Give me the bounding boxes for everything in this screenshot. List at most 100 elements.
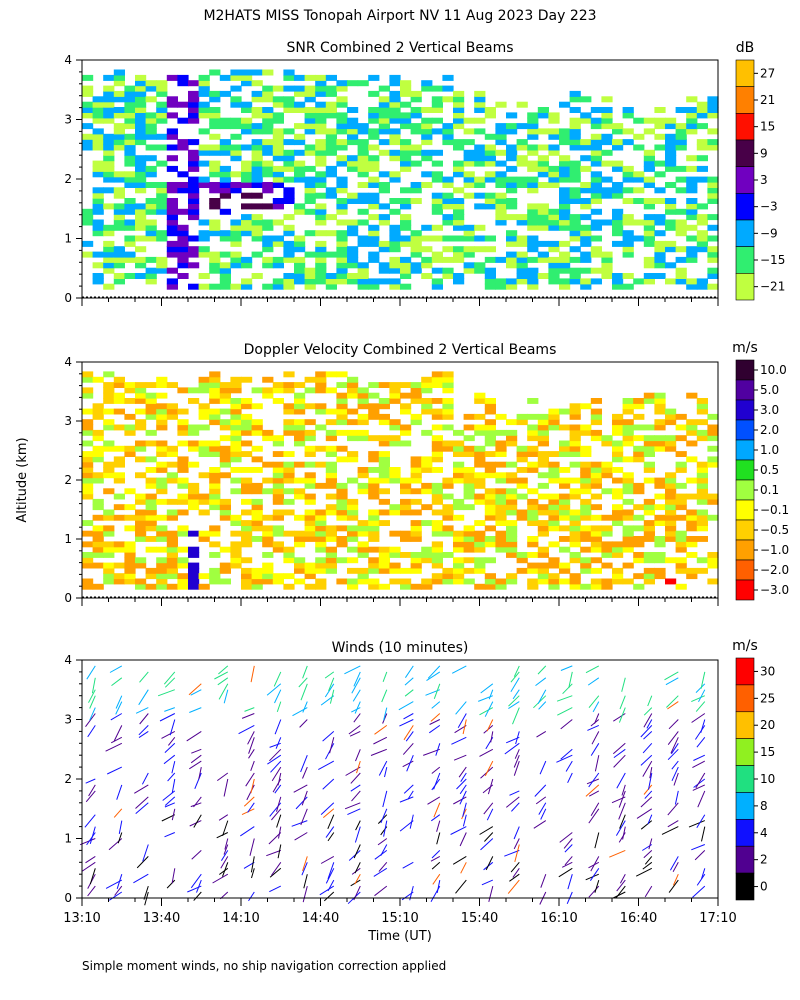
heatmap-cell — [336, 128, 348, 135]
heatmap-cell — [124, 117, 136, 124]
heatmap-cell — [484, 419, 496, 426]
heatmap-cell — [135, 171, 147, 178]
wind-barb — [161, 730, 176, 739]
heatmap-cell — [495, 445, 507, 452]
heatmap-cell — [400, 160, 412, 167]
wind-barb — [347, 808, 361, 816]
heatmap-cell — [654, 440, 666, 447]
heatmap-cell — [484, 573, 496, 580]
heatmap-cell — [686, 107, 698, 113]
heatmap-cell — [569, 224, 581, 231]
heatmap-cell — [675, 536, 687, 542]
wind-barb — [198, 766, 202, 780]
heatmap-cell — [166, 246, 178, 253]
heatmap-cell — [527, 451, 539, 457]
heatmap-cell — [453, 90, 465, 97]
heatmap-cell — [262, 139, 274, 146]
heatmap-cell — [463, 578, 475, 585]
wind-barb — [159, 713, 176, 722]
heatmap-cell — [315, 520, 327, 526]
heatmap-cell — [304, 112, 316, 119]
y-tick-label: 2 — [64, 172, 72, 186]
heatmap-cell — [315, 208, 327, 215]
heatmap-cell — [590, 278, 602, 285]
heatmap-cell — [463, 477, 475, 484]
heatmap-cell — [516, 176, 528, 183]
heatmap-cell — [325, 557, 337, 564]
heatmap-cell — [559, 133, 571, 140]
heatmap-cell — [378, 520, 390, 526]
wind-barb — [538, 802, 547, 815]
wind-barb — [320, 802, 335, 815]
heatmap-cell — [156, 408, 168, 415]
heatmap-cell — [294, 246, 306, 253]
heatmap-cell — [315, 219, 327, 226]
heatmap-cell — [516, 139, 528, 146]
heatmap-cell — [537, 552, 549, 558]
heatmap-cell — [177, 171, 189, 178]
heatmap-cell — [198, 573, 210, 580]
heatmap-cell — [580, 488, 592, 495]
heatmap-cell — [559, 101, 571, 108]
heatmap-cell — [272, 530, 284, 537]
wind-barb — [513, 755, 520, 768]
heatmap-cell — [612, 451, 624, 457]
wind-barb — [245, 772, 255, 787]
heatmap-cell — [82, 107, 94, 113]
heatmap-cell — [294, 176, 306, 183]
heatmap-cell — [166, 413, 178, 420]
heatmap-cell — [484, 246, 496, 253]
heatmap-cell — [474, 155, 486, 162]
heatmap-cell — [421, 85, 433, 92]
wind-barb — [216, 832, 229, 839]
heatmap-cell — [590, 117, 602, 124]
heatmap-cell — [241, 128, 253, 135]
heatmap-cell — [474, 192, 486, 199]
heatmap-cell — [188, 112, 200, 119]
heatmap-cell — [643, 578, 655, 585]
wind-barb — [241, 713, 255, 719]
heatmap-cell — [601, 467, 613, 473]
wind-barb — [89, 868, 96, 885]
heatmap-cell — [527, 520, 539, 526]
heatmap-cell — [92, 376, 104, 383]
heatmap-cell — [166, 451, 178, 457]
heatmap-cell — [135, 424, 147, 431]
heatmap-cell — [368, 546, 380, 553]
heatmap-cell — [113, 546, 125, 553]
wind-barb — [381, 689, 388, 703]
heatmap-cell — [198, 413, 210, 420]
heatmap-cell — [400, 240, 412, 247]
heatmap-cell — [103, 472, 115, 479]
heatmap-cell — [304, 530, 316, 537]
heatmap-cell — [707, 144, 719, 151]
heatmap-cell — [400, 509, 412, 516]
heatmap-cell — [665, 493, 677, 500]
heatmap-cell — [135, 262, 147, 269]
heatmap-cell — [463, 262, 475, 269]
heatmap-cell — [82, 530, 94, 537]
wind-barb — [403, 784, 414, 794]
heatmap-cell — [135, 445, 147, 452]
wind-barb — [135, 802, 149, 814]
heatmap-cell — [601, 123, 613, 130]
heatmap-cell — [325, 472, 337, 479]
wind-barb — [113, 725, 123, 742]
heatmap-cell — [654, 198, 666, 204]
heatmap-cell — [272, 262, 284, 269]
heatmap-cell — [145, 198, 157, 204]
heatmap-cell — [633, 583, 645, 590]
heatmap-cell — [707, 214, 719, 221]
heatmap-cell — [294, 208, 306, 215]
heatmap-cell — [325, 493, 337, 500]
wind-barb — [588, 808, 600, 824]
wind-barb — [613, 754, 626, 768]
heatmap-cell — [548, 273, 560, 279]
heatmap-cell — [103, 514, 115, 521]
heatmap-cell — [686, 187, 698, 194]
wind-barb — [303, 874, 308, 889]
wind-barb — [479, 707, 494, 716]
wind-barb — [588, 772, 600, 788]
heatmap-cell — [347, 160, 359, 167]
heatmap-cell — [516, 267, 528, 274]
